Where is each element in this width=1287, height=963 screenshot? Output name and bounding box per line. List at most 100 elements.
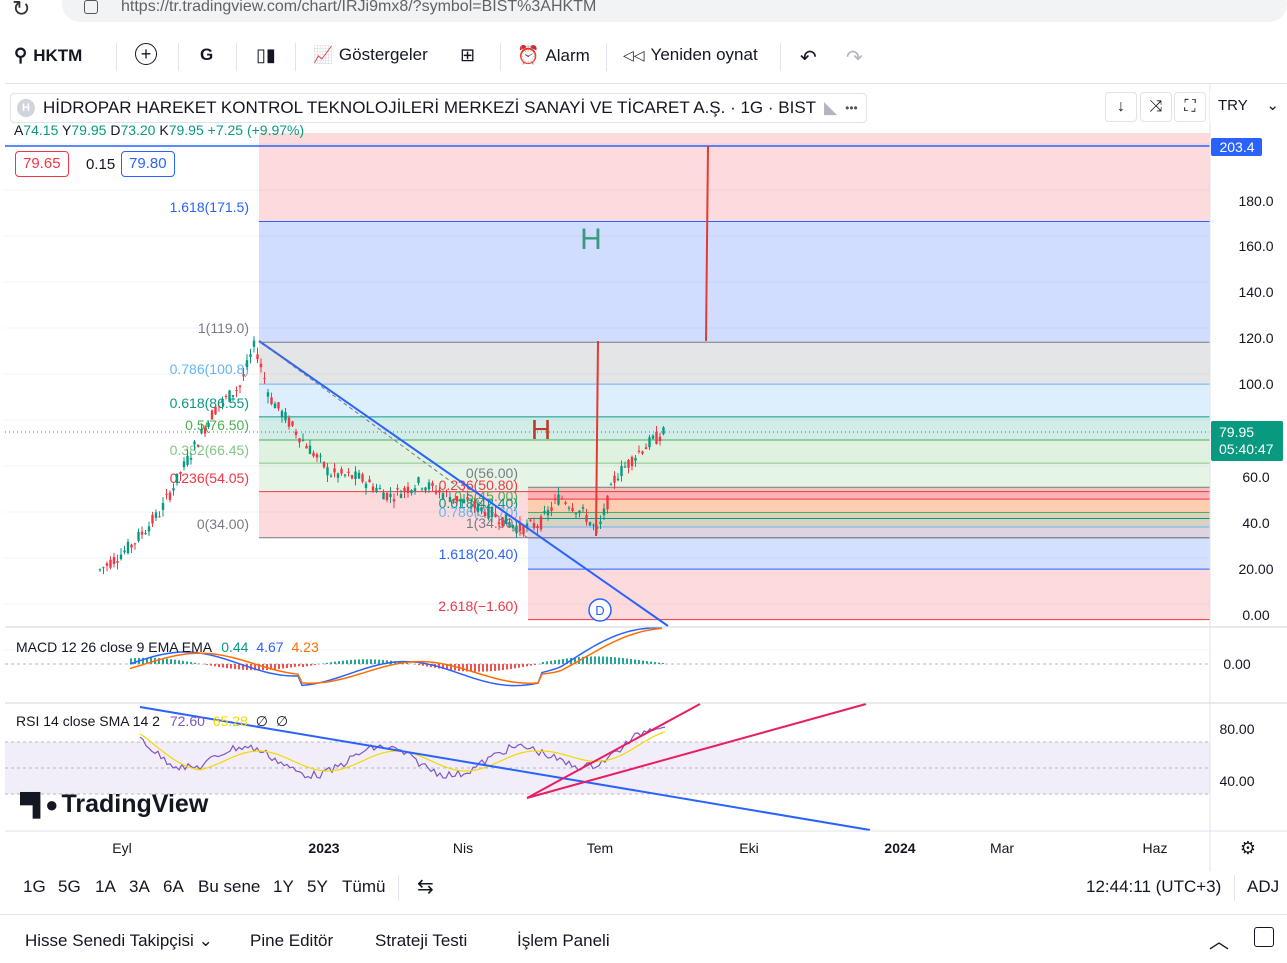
price-candle [291, 421, 293, 425]
timezone-clock[interactable]: 12:44:11 (UTC+3) [1086, 877, 1221, 897]
macd-histogram-bar [358, 659, 360, 664]
price-candle [561, 498, 563, 499]
range-all[interactable]: Tümü [342, 877, 385, 897]
price-candle [207, 423, 209, 427]
range-1a[interactable]: 1A [95, 877, 116, 897]
symbol-search-button[interactable]: ⚲ HKTM [14, 45, 82, 66]
fullscreen-icon[interactable]: ⛶ [1174, 92, 1206, 122]
range-1y[interactable]: 1Y [273, 877, 294, 897]
macd-histogram-bar [614, 657, 616, 664]
macd-histogram-bar [214, 664, 216, 666]
price-candle [540, 516, 542, 529]
macd-histogram-bar [342, 661, 344, 664]
adjust-button[interactable]: ADJ [1247, 877, 1279, 897]
rsi-legend[interactable]: RSI 14 close SMA 14 2 72.60 65.28 ∅ ∅ [16, 713, 288, 730]
price-candle [438, 490, 440, 493]
price-candle [284, 412, 286, 420]
price-candle [529, 520, 531, 521]
layouts-button[interactable]: ⊞ [460, 45, 475, 66]
price-candle [218, 406, 220, 407]
chart-area[interactable]: 1.618(171.5)1(119.0)0.786(100.8)0.618(86… [5, 83, 1287, 872]
price-candle [193, 442, 195, 445]
macd-histogram-bar [594, 656, 596, 664]
price-candle [116, 561, 118, 563]
price-candle [624, 466, 626, 467]
fib-band [259, 342, 1210, 384]
macd-histogram-bar [630, 659, 632, 664]
price-candle [466, 497, 468, 499]
chart-canvas[interactable]: 1.618(171.5)1(119.0)0.786(100.8)0.618(86… [5, 84, 1287, 872]
macd-histogram-bar [334, 662, 336, 664]
more-icon[interactable]: ••• [845, 101, 858, 115]
tab-stock-screener[interactable]: Hisse Senedi Takipçisi ⌄ [25, 931, 213, 951]
fib-band [528, 569, 1210, 620]
range-5g[interactable]: 5G [58, 877, 81, 897]
scroll-down-icon[interactable]: ↓ [1105, 92, 1137, 122]
price-candle [372, 486, 374, 490]
buy-price-button[interactable]: 79.80 [121, 151, 175, 177]
price-axis-tick: 180.0 [1238, 193, 1273, 209]
url-text[interactable]: https://tr.tradingview.com/chart/IRJi9mx… [121, 0, 596, 16]
time-axis-tick: Eyl [112, 840, 131, 856]
site-info-icon[interactable] [84, 0, 98, 14]
macd-legend[interactable]: MACD 12 26 close 9 EMA EMA 0.44 4.67 4.2… [16, 639, 319, 655]
price-candle [564, 502, 566, 504]
date-range-bar: 1G 5G 1A 3A 6A Bu sene 1Y 5Y Tümü ⇆ 12:4… [0, 871, 1287, 905]
price-candle [127, 542, 129, 553]
price-candle [470, 506, 472, 507]
range-5y[interactable]: 5Y [307, 877, 328, 897]
maximize-panel-icon[interactable] [1254, 927, 1274, 947]
range-ytd[interactable]: Bu sene [198, 877, 260, 897]
macd-histogram-bar [534, 664, 536, 665]
price-candle [575, 513, 577, 514]
alert-button[interactable]: ⏰ Alarm [517, 45, 590, 66]
price-candle [592, 525, 594, 526]
compare-add-button[interactable]: + [135, 43, 157, 65]
macd-histogram-bar [486, 664, 488, 671]
price-candle [393, 499, 395, 501]
reload-icon[interactable]: ↻ [12, 0, 30, 22]
price-axis-tick: 20.00 [1238, 561, 1273, 577]
symbol-legend[interactable]: H HİDROPAR HAREKET KONTROL TEKNOLOJİLERİ… [10, 93, 867, 123]
bottom-panel-tabs: Hisse Senedi Takipçisi ⌄ Pine Editör Str… [0, 914, 1287, 963]
range-3a[interactable]: 3A [129, 877, 150, 897]
undo-button[interactable]: ↶ [800, 45, 817, 70]
price-candle [281, 411, 283, 418]
price-candle [186, 456, 188, 465]
currency-select[interactable]: TRY⌄ [1210, 90, 1287, 122]
macd-histogram-bar [182, 661, 184, 664]
fib-band [528, 499, 1210, 512]
price-candle [176, 474, 178, 484]
price-axis-tick: 60.0 [1242, 469, 1269, 485]
redo-button[interactable]: ↷ [846, 45, 863, 70]
goto-date-icon[interactable]: ⇆ [417, 874, 434, 899]
tab-pine-editor[interactable]: Pine Editör [250, 931, 333, 951]
macd-histogram-bar [602, 657, 604, 664]
price-candle [242, 374, 244, 376]
price-candle [379, 488, 381, 489]
price-candle [120, 555, 122, 559]
macd-histogram-bar [294, 664, 296, 667]
price-candle [144, 533, 146, 534]
candles-chart-type-button[interactable]: ▯▮ [256, 45, 276, 66]
macd-histogram-bar [418, 664, 420, 665]
macd-histogram-bar [274, 664, 276, 669]
sell-price-button[interactable]: 79.65 [15, 151, 69, 177]
tab-strategy-tester[interactable]: Strateji Testi [375, 931, 467, 951]
interval-button[interactable]: G [200, 45, 213, 65]
price-candle [288, 418, 290, 427]
price-candle [260, 364, 262, 368]
replay-button[interactable]: ◁◁ Yeniden oynat [623, 45, 758, 65]
price-candle [620, 466, 622, 476]
range-1g[interactable]: 1G [23, 877, 46, 897]
collapse-icon[interactable]: ⤨ [1140, 92, 1172, 122]
tab-trading-panel[interactable]: İşlem Paneli [517, 931, 610, 951]
indicators-button[interactable]: 📈 Göstergeler [313, 45, 428, 65]
price-candle [634, 458, 636, 461]
price-candle [501, 517, 503, 526]
fib-label: 1.618(171.5) [170, 199, 249, 215]
flag-icon[interactable]: ◣ [824, 98, 837, 118]
range-6a[interactable]: 6A [163, 877, 184, 897]
collapse-panel-icon[interactable]: ︿ [1209, 925, 1229, 954]
price-candle [183, 461, 185, 467]
